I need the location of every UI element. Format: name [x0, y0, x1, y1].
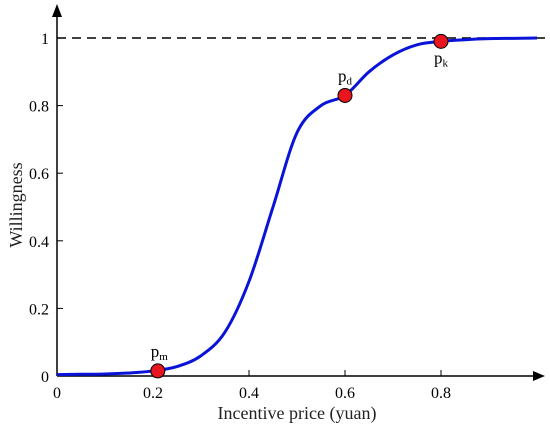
- x-tick-label: 0.4: [239, 385, 259, 402]
- point-label-pm: pm: [151, 342, 169, 363]
- y-tick-label: 1: [41, 31, 49, 48]
- x-axis-arrow: [533, 371, 545, 381]
- series-line: [56, 36, 538, 377]
- y-axis-label: Willingness: [6, 162, 26, 247]
- y-tick-label: 0.8: [29, 99, 49, 116]
- x-tick-label: 0.6: [335, 385, 355, 402]
- point-pk: [433, 33, 449, 49]
- point-label-pd: pd: [338, 66, 353, 87]
- points: pm pd pk: [150, 33, 449, 379]
- point-label-pk: pk: [434, 48, 449, 69]
- x-ticks: 0 0.2 0.4 0.6 0.8: [53, 370, 451, 402]
- y-ticks: 0 0.2 0.4 0.6 0.8 1: [29, 31, 63, 386]
- y-tick-label: 0.2: [29, 301, 49, 318]
- point-pm: [150, 363, 166, 379]
- axes: [52, 4, 545, 381]
- point-pd: [337, 87, 353, 103]
- x-tick-label: 0.8: [431, 385, 451, 402]
- x-tick-label: 0.2: [143, 385, 163, 402]
- x-axis-label: Incentive price (yuan): [218, 403, 377, 424]
- x-tick-label: 0: [53, 385, 61, 402]
- y-tick-label: 0: [41, 369, 49, 386]
- y-tick-label: 0.4: [29, 234, 49, 251]
- y-axis-arrow: [52, 4, 62, 17]
- y-tick-label: 0.6: [29, 166, 49, 183]
